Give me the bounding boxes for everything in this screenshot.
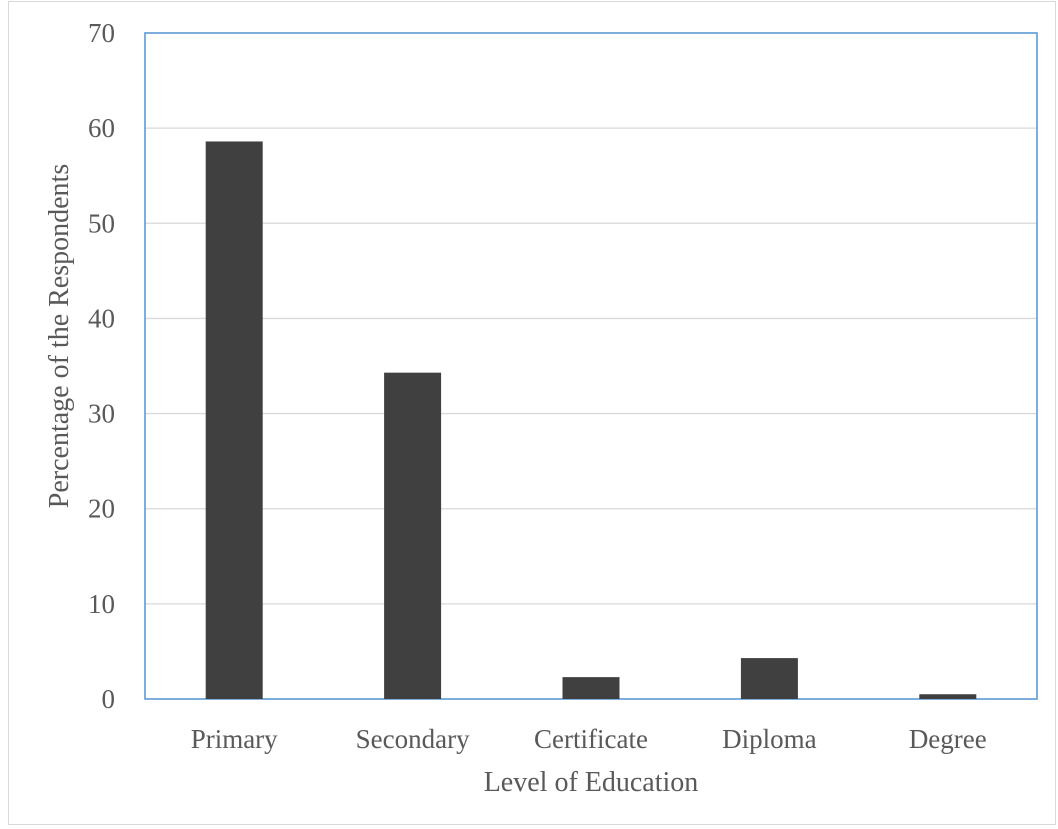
y-tick-label: 30 <box>88 399 115 429</box>
bar-certificate <box>562 677 620 699</box>
x-tick-label: Secondary <box>356 724 470 754</box>
bar-diploma <box>740 658 798 699</box>
y-tick-label: 10 <box>88 589 115 619</box>
bar-primary <box>205 141 263 699</box>
plot-area-border <box>144 32 1038 700</box>
chart-frame <box>8 1 1056 825</box>
x-axis-tick-labels: Primary Secondary Certificate Diploma Degree <box>191 724 987 754</box>
y-axis-title: Percentage of the Respondents <box>44 164 75 508</box>
x-tick-label: Diploma <box>722 724 817 754</box>
y-tick-label: 0 <box>102 684 116 714</box>
bars <box>205 141 977 699</box>
gridlines <box>145 127 1037 605</box>
y-axis-tick-labels: 0 10 20 30 40 50 60 70 <box>88 18 115 714</box>
x-tick-label: Certificate <box>534 724 648 754</box>
y-tick-label: 40 <box>88 303 115 333</box>
bar-degree <box>919 694 977 699</box>
y-tick-label: 60 <box>88 113 115 143</box>
x-tick-label: Degree <box>909 724 987 754</box>
x-tick-label: Primary <box>191 724 278 754</box>
y-tick-label: 50 <box>88 208 115 238</box>
y-tick-label: 70 <box>88 18 115 48</box>
bar-secondary <box>384 372 442 699</box>
y-tick-label: 20 <box>88 494 115 524</box>
x-axis-title: Level of Education <box>484 767 699 798</box>
